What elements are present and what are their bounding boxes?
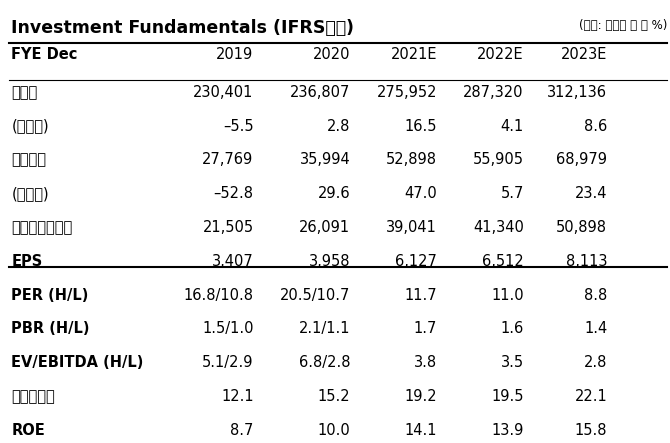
Text: 21,505: 21,505 — [202, 220, 254, 235]
Text: 8.7: 8.7 — [230, 423, 254, 438]
Text: 47.0: 47.0 — [404, 186, 437, 201]
Text: 35,994: 35,994 — [299, 152, 350, 167]
Text: 2022E: 2022E — [477, 47, 524, 62]
Text: FYE Dec: FYE Dec — [11, 47, 78, 62]
Text: 1.4: 1.4 — [584, 321, 607, 336]
Text: 11.7: 11.7 — [405, 288, 437, 303]
Text: 3,407: 3,407 — [212, 254, 254, 269]
Text: 15.8: 15.8 — [575, 423, 607, 438]
Text: 5.7: 5.7 — [500, 186, 524, 201]
Text: –5.5: –5.5 — [223, 119, 254, 134]
Text: 41,340: 41,340 — [473, 220, 524, 235]
Text: 지배주주순이익: 지배주주순이익 — [11, 220, 72, 235]
Text: 4.1: 4.1 — [500, 119, 524, 134]
Text: 29.6: 29.6 — [318, 186, 350, 201]
Text: 영업이익: 영업이익 — [11, 152, 46, 167]
Text: 2019: 2019 — [216, 47, 254, 62]
Text: 14.1: 14.1 — [405, 423, 437, 438]
Text: 275,952: 275,952 — [377, 85, 437, 100]
Text: 16.8/10.8: 16.8/10.8 — [184, 288, 254, 303]
Text: 230,401: 230,401 — [193, 85, 254, 100]
Text: 20.5/10.7: 20.5/10.7 — [280, 288, 350, 303]
Text: ROE: ROE — [11, 423, 45, 438]
Text: (증가율): (증가율) — [11, 186, 49, 201]
Text: 영업이익률: 영업이익률 — [11, 389, 55, 404]
Text: 1.7: 1.7 — [413, 321, 437, 336]
Text: 3.5: 3.5 — [500, 355, 524, 370]
Text: 26,091: 26,091 — [299, 220, 350, 235]
Text: PBR (H/L): PBR (H/L) — [11, 321, 90, 336]
Text: 16.5: 16.5 — [405, 119, 437, 134]
Text: EPS: EPS — [11, 254, 43, 269]
Text: 2021E: 2021E — [391, 47, 437, 62]
Text: 6.8/2.8: 6.8/2.8 — [299, 355, 350, 370]
Text: 27,769: 27,769 — [202, 152, 254, 167]
Text: 2020: 2020 — [313, 47, 350, 62]
Text: 6,127: 6,127 — [395, 254, 437, 269]
Text: 8,113: 8,113 — [565, 254, 607, 269]
Text: 6,512: 6,512 — [482, 254, 524, 269]
Text: 3,958: 3,958 — [309, 254, 350, 269]
Text: 287,320: 287,320 — [464, 85, 524, 100]
Text: 55,905: 55,905 — [473, 152, 524, 167]
Text: 22.1: 22.1 — [574, 389, 607, 404]
Text: 1.6: 1.6 — [500, 321, 524, 336]
Text: 5.1/2.9: 5.1/2.9 — [202, 355, 254, 370]
Text: 매출액: 매출액 — [11, 85, 38, 100]
Text: 52,898: 52,898 — [386, 152, 437, 167]
Text: 39,041: 39,041 — [386, 220, 437, 235]
Text: 13.9: 13.9 — [492, 423, 524, 438]
Text: (증가율): (증가율) — [11, 119, 49, 134]
Text: 236,807: 236,807 — [290, 85, 350, 100]
Text: 312,136: 312,136 — [547, 85, 607, 100]
Text: 11.0: 11.0 — [491, 288, 524, 303]
Text: 2.8: 2.8 — [584, 355, 607, 370]
Text: 3.8: 3.8 — [414, 355, 437, 370]
Text: 2.8: 2.8 — [327, 119, 350, 134]
Text: 19.2: 19.2 — [405, 389, 437, 404]
Text: 2.1/1.1: 2.1/1.1 — [299, 321, 350, 336]
Text: 50,898: 50,898 — [556, 220, 607, 235]
Text: PER (H/L): PER (H/L) — [11, 288, 88, 303]
Text: 19.5: 19.5 — [491, 389, 524, 404]
Text: 68,979: 68,979 — [556, 152, 607, 167]
Text: 8.6: 8.6 — [584, 119, 607, 134]
Text: (단위: 십억원 원 배 %): (단위: 십억원 원 배 %) — [579, 19, 667, 32]
Text: 15.2: 15.2 — [318, 389, 350, 404]
Text: EV/EBITDA (H/L): EV/EBITDA (H/L) — [11, 355, 144, 370]
Text: Investment Fundamentals (IFRS연결): Investment Fundamentals (IFRS연결) — [11, 19, 354, 37]
Text: 2023E: 2023E — [561, 47, 607, 62]
Text: 12.1: 12.1 — [221, 389, 254, 404]
Text: 1.5/1.0: 1.5/1.0 — [202, 321, 254, 336]
Text: 10.0: 10.0 — [318, 423, 350, 438]
Text: –52.8: –52.8 — [214, 186, 254, 201]
Text: 23.4: 23.4 — [575, 186, 607, 201]
Text: 8.8: 8.8 — [584, 288, 607, 303]
